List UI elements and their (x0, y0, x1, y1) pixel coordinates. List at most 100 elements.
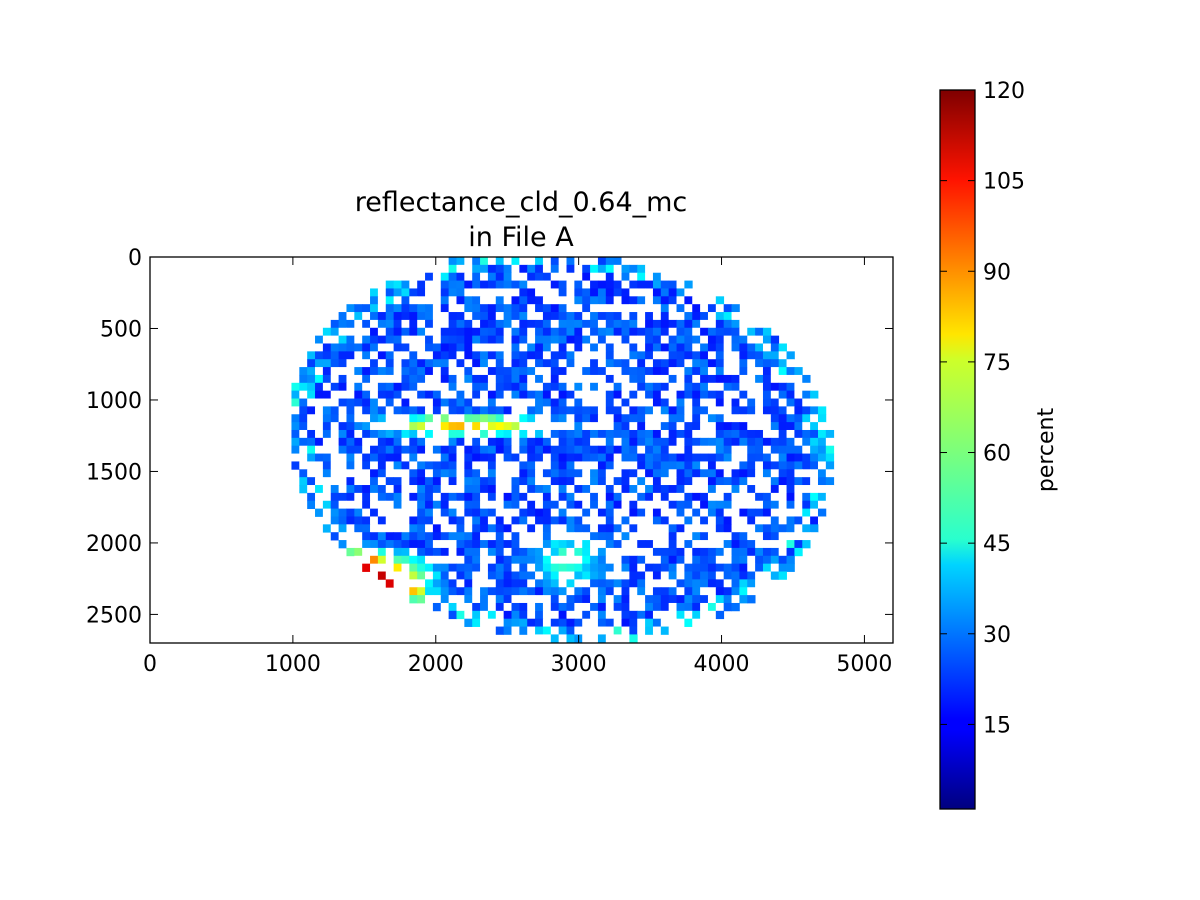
disk-pixel (354, 508, 363, 517)
disk-pixel (370, 540, 379, 549)
disk-pixel (487, 602, 497, 612)
disk-pixel (448, 563, 457, 572)
disk-pixel (535, 367, 544, 376)
disk-pixel (629, 414, 638, 423)
disk-pixel (417, 500, 426, 510)
disk-pixel (621, 390, 630, 399)
disk-pixel (652, 422, 662, 431)
disk-pixel (464, 382, 473, 392)
disk-pixel (354, 351, 363, 360)
disk-pixel (715, 453, 725, 462)
disk-pixel (621, 327, 630, 337)
disk-pixel (417, 398, 426, 407)
disk-pixel (755, 540, 764, 549)
disk-pixel (346, 422, 355, 431)
disk-pixel (597, 272, 607, 281)
disk-pixel (778, 485, 787, 494)
disk-pixel (409, 351, 418, 360)
disk-pixel (597, 382, 607, 392)
disk-pixel (652, 492, 662, 502)
disk-pixel (558, 257, 567, 266)
disk-pixel (362, 351, 371, 360)
disk-pixel (731, 571, 740, 580)
disk-pixel (511, 296, 520, 305)
disk-pixel (417, 555, 426, 565)
disk-pixel (605, 280, 615, 289)
disk-pixel (409, 359, 418, 368)
disk-pixel (723, 445, 732, 454)
disk-pixel (393, 508, 402, 517)
disk-pixel (519, 571, 528, 580)
disk-pixel (707, 469, 717, 478)
disk-pixel (362, 422, 371, 431)
disk-pixel (817, 500, 827, 510)
disk-pixel (409, 272, 418, 281)
disk-pixel (558, 492, 567, 502)
disk-pixel (739, 587, 748, 596)
disk-pixel (676, 469, 685, 478)
disk-pixel (582, 359, 591, 368)
disk-pixel (723, 540, 732, 549)
disk-pixel (464, 264, 473, 274)
disk-pixel (597, 492, 607, 502)
disk-pixel (778, 445, 787, 454)
disk-pixel (605, 492, 615, 502)
disk-pixel (731, 422, 740, 431)
disk-pixel (684, 477, 693, 486)
disk-pixel (574, 351, 583, 360)
disk-pixel (621, 343, 630, 352)
disk-pixel (582, 288, 591, 297)
disk-pixel (370, 422, 379, 431)
disk-pixel (676, 382, 685, 392)
disk-pixel (432, 453, 442, 462)
disk-pixel (613, 485, 622, 494)
chart-title-line1: reflectance_cld_0.64_mc (355, 187, 688, 218)
disk-pixel (480, 288, 489, 297)
disk-pixel (684, 398, 693, 407)
disk-pixel (723, 422, 732, 431)
disk-pixel (605, 524, 615, 533)
disk-pixel (731, 343, 740, 352)
disk-pixel (739, 406, 748, 415)
disk-pixel (401, 382, 410, 392)
disk-pixel (417, 288, 426, 297)
disk-pixel (605, 516, 615, 525)
disk-pixel (707, 508, 717, 517)
disk-pixel (778, 422, 787, 431)
disk-pixel (385, 547, 395, 557)
disk-pixel (338, 343, 347, 352)
disk-pixel (558, 634, 567, 643)
disk-pixel (315, 437, 324, 447)
disk-pixel (629, 469, 638, 478)
disk-pixel (778, 437, 787, 447)
disk-pixel (629, 390, 638, 399)
disk-pixel (330, 382, 340, 392)
disk-pixel (629, 610, 638, 620)
disk-pixel (621, 398, 630, 407)
disk-pixel (307, 477, 316, 486)
disk-pixel (668, 477, 677, 486)
disk-pixel (566, 288, 575, 297)
disk-pixel (566, 319, 575, 329)
disk-pixel (605, 461, 615, 470)
disk-pixel (629, 406, 638, 415)
disk-pixel (739, 595, 748, 604)
disk-pixel (385, 414, 395, 423)
disk-pixel (810, 437, 819, 447)
disk-pixel (605, 532, 615, 541)
disk-pixel (542, 367, 552, 376)
disk-pixel (558, 500, 567, 510)
disk-pixel (401, 587, 410, 596)
disk-pixel (503, 602, 512, 612)
disk-pixel (354, 540, 363, 549)
disk-pixel (393, 547, 402, 557)
disk-pixel (370, 445, 379, 454)
disk-pixel (527, 264, 536, 274)
disk-pixel (503, 587, 512, 596)
disk-pixel (511, 587, 520, 596)
disk-pixel (590, 319, 599, 329)
disk-pixel (354, 524, 363, 533)
disk-pixel (472, 272, 481, 281)
disk-pixel (432, 374, 442, 384)
disk-pixel (668, 587, 677, 596)
